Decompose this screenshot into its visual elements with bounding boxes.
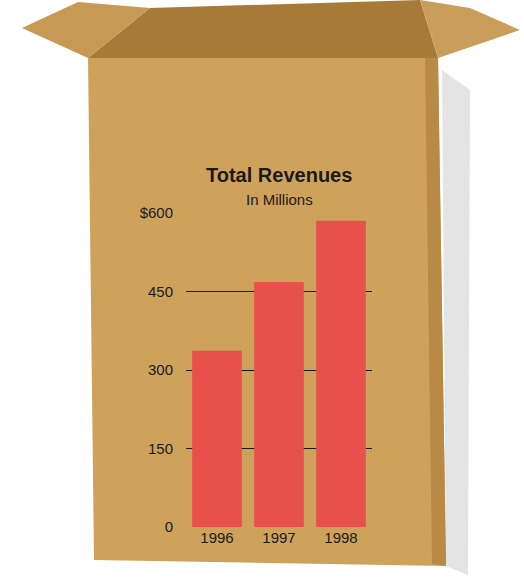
svg-text:1997: 1997 xyxy=(262,529,295,546)
svg-text:Total Revenues: Total Revenues xyxy=(206,164,352,186)
svg-text:150: 150 xyxy=(148,440,173,457)
svg-text:$600: $600 xyxy=(140,204,173,221)
svg-text:1996: 1996 xyxy=(200,529,233,546)
svg-text:In Millions: In Millions xyxy=(246,191,313,208)
svg-text:1998: 1998 xyxy=(324,529,357,546)
svg-text:450: 450 xyxy=(148,283,173,300)
svg-text:300: 300 xyxy=(148,361,173,378)
svg-text:0: 0 xyxy=(165,518,173,535)
